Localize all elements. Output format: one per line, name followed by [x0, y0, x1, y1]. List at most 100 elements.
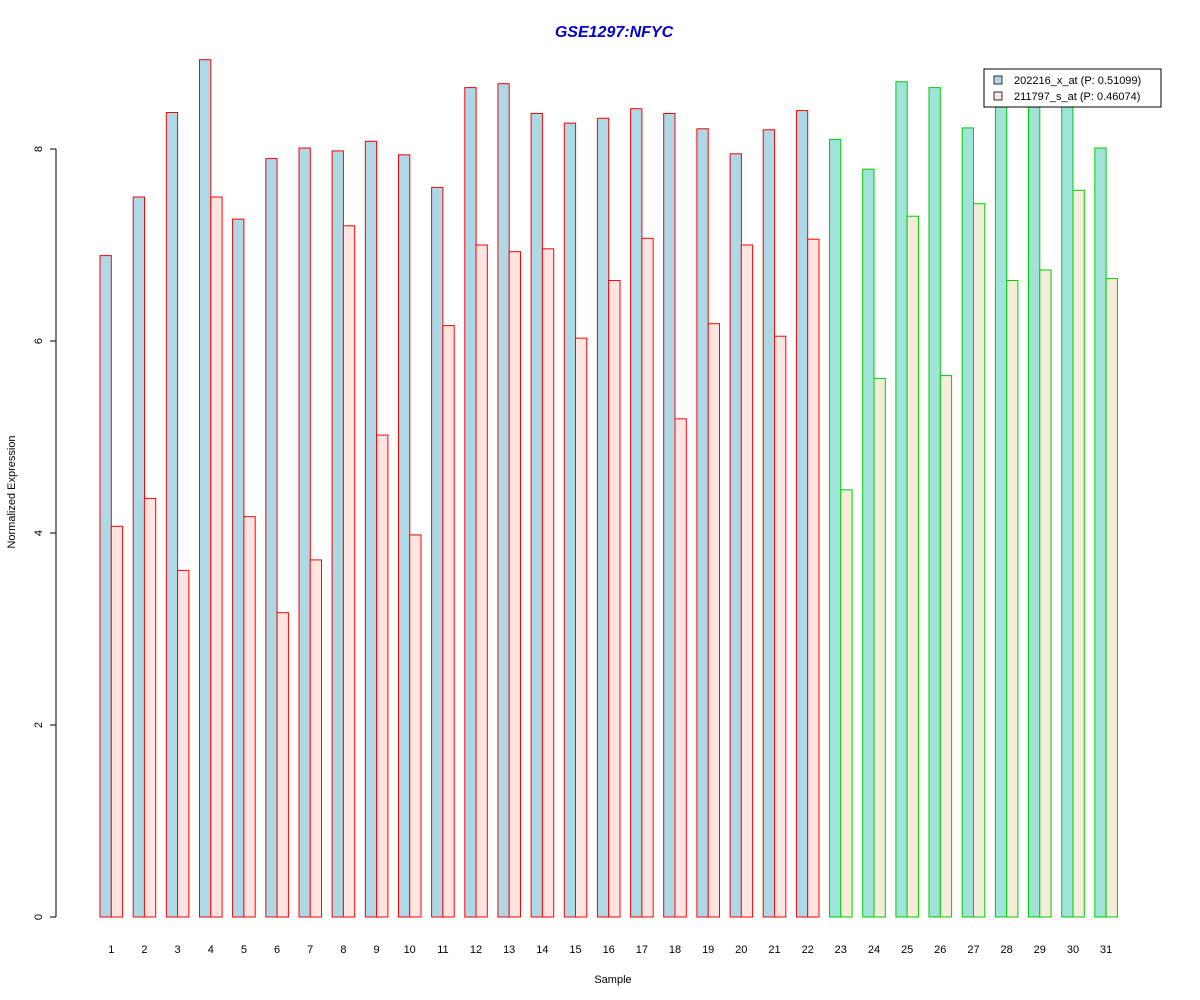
- bar-sample-14-series-1: [530, 113, 543, 918]
- x-tick-label-17: 17: [636, 944, 648, 956]
- bar-sample-11-series-2: [442, 325, 455, 918]
- bar-sample-11-series-1: [431, 186, 444, 918]
- x-tick-label-1: 1: [108, 944, 114, 956]
- bar-sample-18-series-1: [663, 113, 676, 918]
- bar-sample-22-series-1: [795, 110, 809, 918]
- bar-sample-14-series-2: [541, 248, 555, 918]
- x-axis-label: Sample: [594, 974, 631, 986]
- bar-sample-21-series-1: [762, 129, 776, 918]
- bar-sample-29-series-1: [1028, 105, 1041, 918]
- bar-sample-1-series-2: [110, 525, 124, 918]
- x-tick-label-19: 19: [702, 944, 714, 956]
- legend-swatch-series-1: [993, 75, 1003, 85]
- bar-sample-5-series-1: [232, 218, 245, 918]
- bars-group: [99, 59, 1118, 918]
- bar-sample-18-series-2: [674, 418, 687, 918]
- bar-sample-26-series-1: [928, 87, 941, 918]
- x-tick-label-28: 28: [1000, 944, 1012, 956]
- x-tick-label-30: 30: [1067, 944, 1079, 956]
- bar-sample-4-series-2: [210, 196, 223, 918]
- bar-sample-21-series-2: [774, 335, 787, 918]
- x-tick-label-18: 18: [669, 944, 681, 956]
- bar-sample-16-series-1: [596, 117, 610, 918]
- bar-sample-27-series-1: [961, 127, 975, 918]
- y-tick-label-6: 6: [33, 338, 45, 344]
- bar-sample-25-series-1: [895, 81, 908, 918]
- bar-sample-3-series-2: [177, 569, 190, 918]
- bar-sample-7-series-2: [309, 559, 323, 918]
- bar-sample-10-series-1: [398, 154, 411, 918]
- bar-sample-5-series-2: [243, 516, 256, 918]
- x-tick-label-14: 14: [536, 944, 548, 956]
- bar-sample-16-series-2: [608, 280, 621, 918]
- bar-sample-7-series-1: [298, 147, 311, 918]
- x-tick-label-9: 9: [374, 944, 380, 956]
- bar-sample-31-series-1: [1094, 147, 1107, 918]
- bar-sample-26-series-2: [939, 375, 953, 918]
- bar-sample-12-series-2: [475, 244, 488, 918]
- bar-sample-27-series-2: [973, 203, 986, 918]
- x-axis: 1 2 3 4 5 6 7 8 9 10 11 12 13 14 15 16 17 18 19 20 21 22 23 24 2…: [108, 944, 1112, 956]
- x-tick-label-31: 31: [1100, 944, 1112, 956]
- bar-sample-3-series-1: [165, 112, 179, 918]
- x-tick-label-7: 7: [307, 944, 313, 956]
- bar-sample-9-series-2: [376, 434, 389, 918]
- x-tick-label-6: 6: [274, 944, 280, 956]
- bar-sample-17-series-2: [641, 237, 654, 918]
- bar-sample-30-series-2: [1072, 189, 1085, 918]
- bar-sample-6-series-2: [276, 612, 289, 918]
- x-tick-label-11: 11: [437, 944, 448, 956]
- x-tick-label-5: 5: [241, 944, 247, 956]
- x-tick-label-12: 12: [470, 944, 482, 956]
- x-tick-label-20: 20: [735, 944, 747, 956]
- bar-sample-30-series-1: [1061, 105, 1074, 918]
- x-tick-label-22: 22: [802, 944, 814, 956]
- x-tick-label-27: 27: [967, 944, 979, 956]
- y-tick-label-0: 0: [33, 914, 45, 920]
- x-tick-label-13: 13: [503, 944, 515, 956]
- x-tick-label-2: 2: [141, 944, 147, 956]
- x-tick-label-4: 4: [208, 944, 214, 956]
- chart-title: GSE1297:NFYC: [555, 24, 674, 41]
- bar-sample-15-series-2: [575, 337, 588, 918]
- bar-sample-13-series-1: [497, 83, 510, 918]
- legend-box: [983, 68, 1162, 108]
- x-tick-label-3: 3: [175, 944, 181, 956]
- bar-sample-28-series-2: [1006, 280, 1019, 918]
- bar-sample-19-series-1: [696, 128, 709, 918]
- bar-sample-4-series-1: [199, 59, 212, 918]
- bar-sample-29-series-2: [1039, 269, 1052, 918]
- bar-sample-2-series-2: [143, 497, 157, 918]
- bar-sample-8-series-2: [342, 225, 356, 918]
- y-tick-label-8: 8: [33, 146, 45, 152]
- bar-sample-23-series-1: [829, 138, 842, 918]
- x-tick-label-10: 10: [404, 944, 416, 956]
- legend: 202216_x_at (P: 0.51099) 211797_s_at (P:…: [983, 68, 1162, 108]
- bar-sample-6-series-1: [265, 158, 278, 918]
- bar-sample-20-series-2: [740, 244, 754, 918]
- legend-label-series-2: 211797_s_at (P: 0.46074): [1014, 91, 1140, 103]
- x-tick-label-15: 15: [569, 944, 581, 956]
- bar-sample-17-series-1: [630, 108, 643, 918]
- bar-sample-23-series-2: [840, 489, 853, 918]
- legend-label-series-1: 202216_x_at (P: 0.51099): [1014, 75, 1141, 87]
- x-tick-label-24: 24: [868, 944, 880, 956]
- bar-sample-12-series-1: [464, 87, 477, 918]
- y-tick-label-4: 4: [33, 530, 45, 536]
- bar-sample-25-series-2: [906, 215, 919, 918]
- bar-sample-9-series-1: [364, 140, 378, 918]
- x-tick-label-16: 16: [603, 944, 615, 956]
- y-tick-label-2: 2: [33, 722, 45, 728]
- legend-swatch-series-2: [993, 91, 1003, 101]
- bar-sample-8-series-1: [331, 150, 344, 918]
- bar-sample-20-series-1: [729, 153, 742, 918]
- bar-sample-24-series-1: [862, 168, 875, 918]
- bar-sample-19-series-2: [707, 323, 721, 918]
- bar-sample-31-series-2: [1105, 278, 1118, 918]
- bar-sample-22-series-2: [807, 238, 820, 918]
- bar-sample-28-series-1: [994, 105, 1008, 918]
- bar-sample-2-series-1: [132, 196, 145, 918]
- x-tick-label-25: 25: [901, 944, 913, 956]
- x-tick-label-23: 23: [835, 944, 847, 956]
